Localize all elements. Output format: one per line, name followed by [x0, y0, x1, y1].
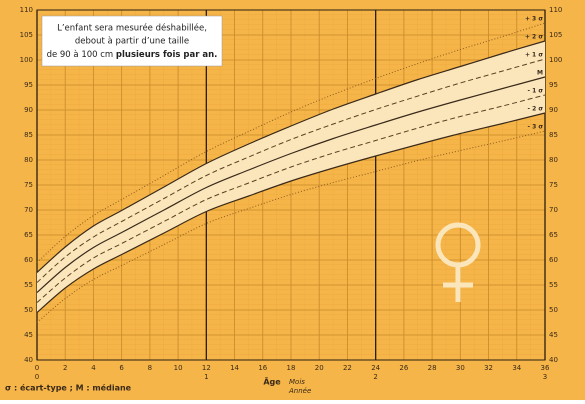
x-label: Âge — [263, 376, 281, 387]
x-tick-label: 10 — [174, 364, 183, 372]
y-tick-label: 65 — [24, 231, 33, 239]
x-tick-label: 28 — [428, 364, 437, 372]
y-tick-label-right: 100 — [549, 56, 562, 64]
x-tick-label: 20 — [315, 364, 324, 372]
note-line: L’enfant sera mesurée déshabillée, — [57, 23, 207, 34]
series-label: + 1 σ — [525, 52, 543, 59]
note-line: debout à partir d’une taille — [75, 37, 189, 47]
y-tick-label: 110 — [20, 6, 33, 14]
series-line — [36, 130, 546, 323]
y-tick-label: 55 — [24, 281, 33, 289]
y-tick-label-right: 110 — [549, 6, 562, 14]
series-label: - 1 σ — [527, 88, 543, 95]
band — [37, 41, 545, 313]
y-tick-label: 90 — [24, 106, 33, 114]
series-line — [36, 112, 546, 313]
x-unit-month: Mois — [289, 378, 305, 386]
series-label: - 2 σ — [527, 106, 543, 113]
plot-frame — [36, 9, 546, 361]
year-tick-label: 2 — [373, 373, 377, 381]
y-tick-label: 105 — [20, 31, 33, 39]
note-line: de 90 à 100 cm — [47, 50, 114, 60]
y-tick-label-right: 65 — [549, 231, 558, 239]
series-line — [36, 22, 546, 263]
y-tick-label: 85 — [24, 131, 33, 139]
y-tick-label-right: 80 — [549, 156, 558, 164]
female-symbol — [435, 222, 481, 302]
y-tick-label: 75 — [24, 181, 33, 189]
y-tick-label-right: 75 — [549, 181, 558, 189]
y-tick-label-right: 50 — [549, 306, 558, 314]
y-tick-label: 80 — [24, 156, 33, 164]
y-tick-label: 45 — [24, 331, 33, 339]
footnote: σ : écart-type ; M : médiane — [5, 383, 132, 393]
series-line — [36, 76, 546, 293]
series-line — [36, 40, 546, 273]
y-tick-label: 40 — [24, 356, 33, 364]
x-tick-label: 34 — [512, 364, 521, 372]
x-tick-label: 6 — [119, 364, 124, 372]
year-tick-label: 0 — [35, 373, 39, 381]
x-tick-label: 12 — [202, 364, 211, 372]
note-bold: plusieurs fois par an. — [116, 50, 218, 60]
series-label: + 3 σ — [525, 16, 543, 23]
y-tick-label-right: 70 — [549, 206, 558, 214]
y-tick-label: 60 — [24, 256, 33, 264]
x-tick-label: 22 — [343, 364, 352, 372]
x-tick-label: 24 — [371, 364, 380, 372]
y-tick-label-right: 45 — [549, 331, 558, 339]
x-tick-label: 32 — [484, 364, 493, 372]
year-tick-label: 1 — [204, 373, 208, 381]
y-tick-label-right: 85 — [549, 131, 558, 139]
x-tick-label: 14 — [230, 364, 239, 372]
x-tick-label: 16 — [258, 364, 267, 372]
x-tick-label: 4 — [91, 364, 96, 372]
note-line: de 90 à 100 cm plusieurs fois par an. — [47, 50, 218, 60]
x-tick-label: 2 — [63, 364, 67, 372]
x-tick-label: 0 — [35, 364, 39, 372]
y-tick-label-right: 95 — [549, 81, 558, 89]
series-label: + 2 σ — [525, 34, 543, 41]
x-tick-label: 30 — [456, 364, 465, 372]
y-tick-label: 50 — [24, 306, 33, 314]
series-line — [36, 94, 546, 303]
y-tick-label: 70 — [24, 206, 33, 214]
y-tick-label-right: 105 — [549, 31, 562, 39]
series-label: M — [537, 70, 543, 77]
series-label: - 3 σ — [527, 124, 543, 131]
x-tick-label: 26 — [399, 364, 408, 372]
x-tick-label: 36 — [541, 364, 550, 372]
x-tick-label: 18 — [287, 364, 296, 372]
note-box — [41, 15, 223, 67]
y-tick-label: 100 — [20, 56, 33, 64]
x-tick-label: 8 — [148, 364, 152, 372]
y-tick-label-right: 90 — [549, 106, 558, 114]
y-tick-label-right: 60 — [549, 256, 558, 264]
y-tick-label-right: 40 — [549, 356, 558, 364]
year-tick-label: 3 — [543, 373, 547, 381]
y-tick-label-right: 55 — [549, 281, 558, 289]
series-line — [36, 58, 546, 283]
x-unit-year: Année — [288, 387, 311, 395]
y-tick-label: 95 — [24, 81, 33, 89]
